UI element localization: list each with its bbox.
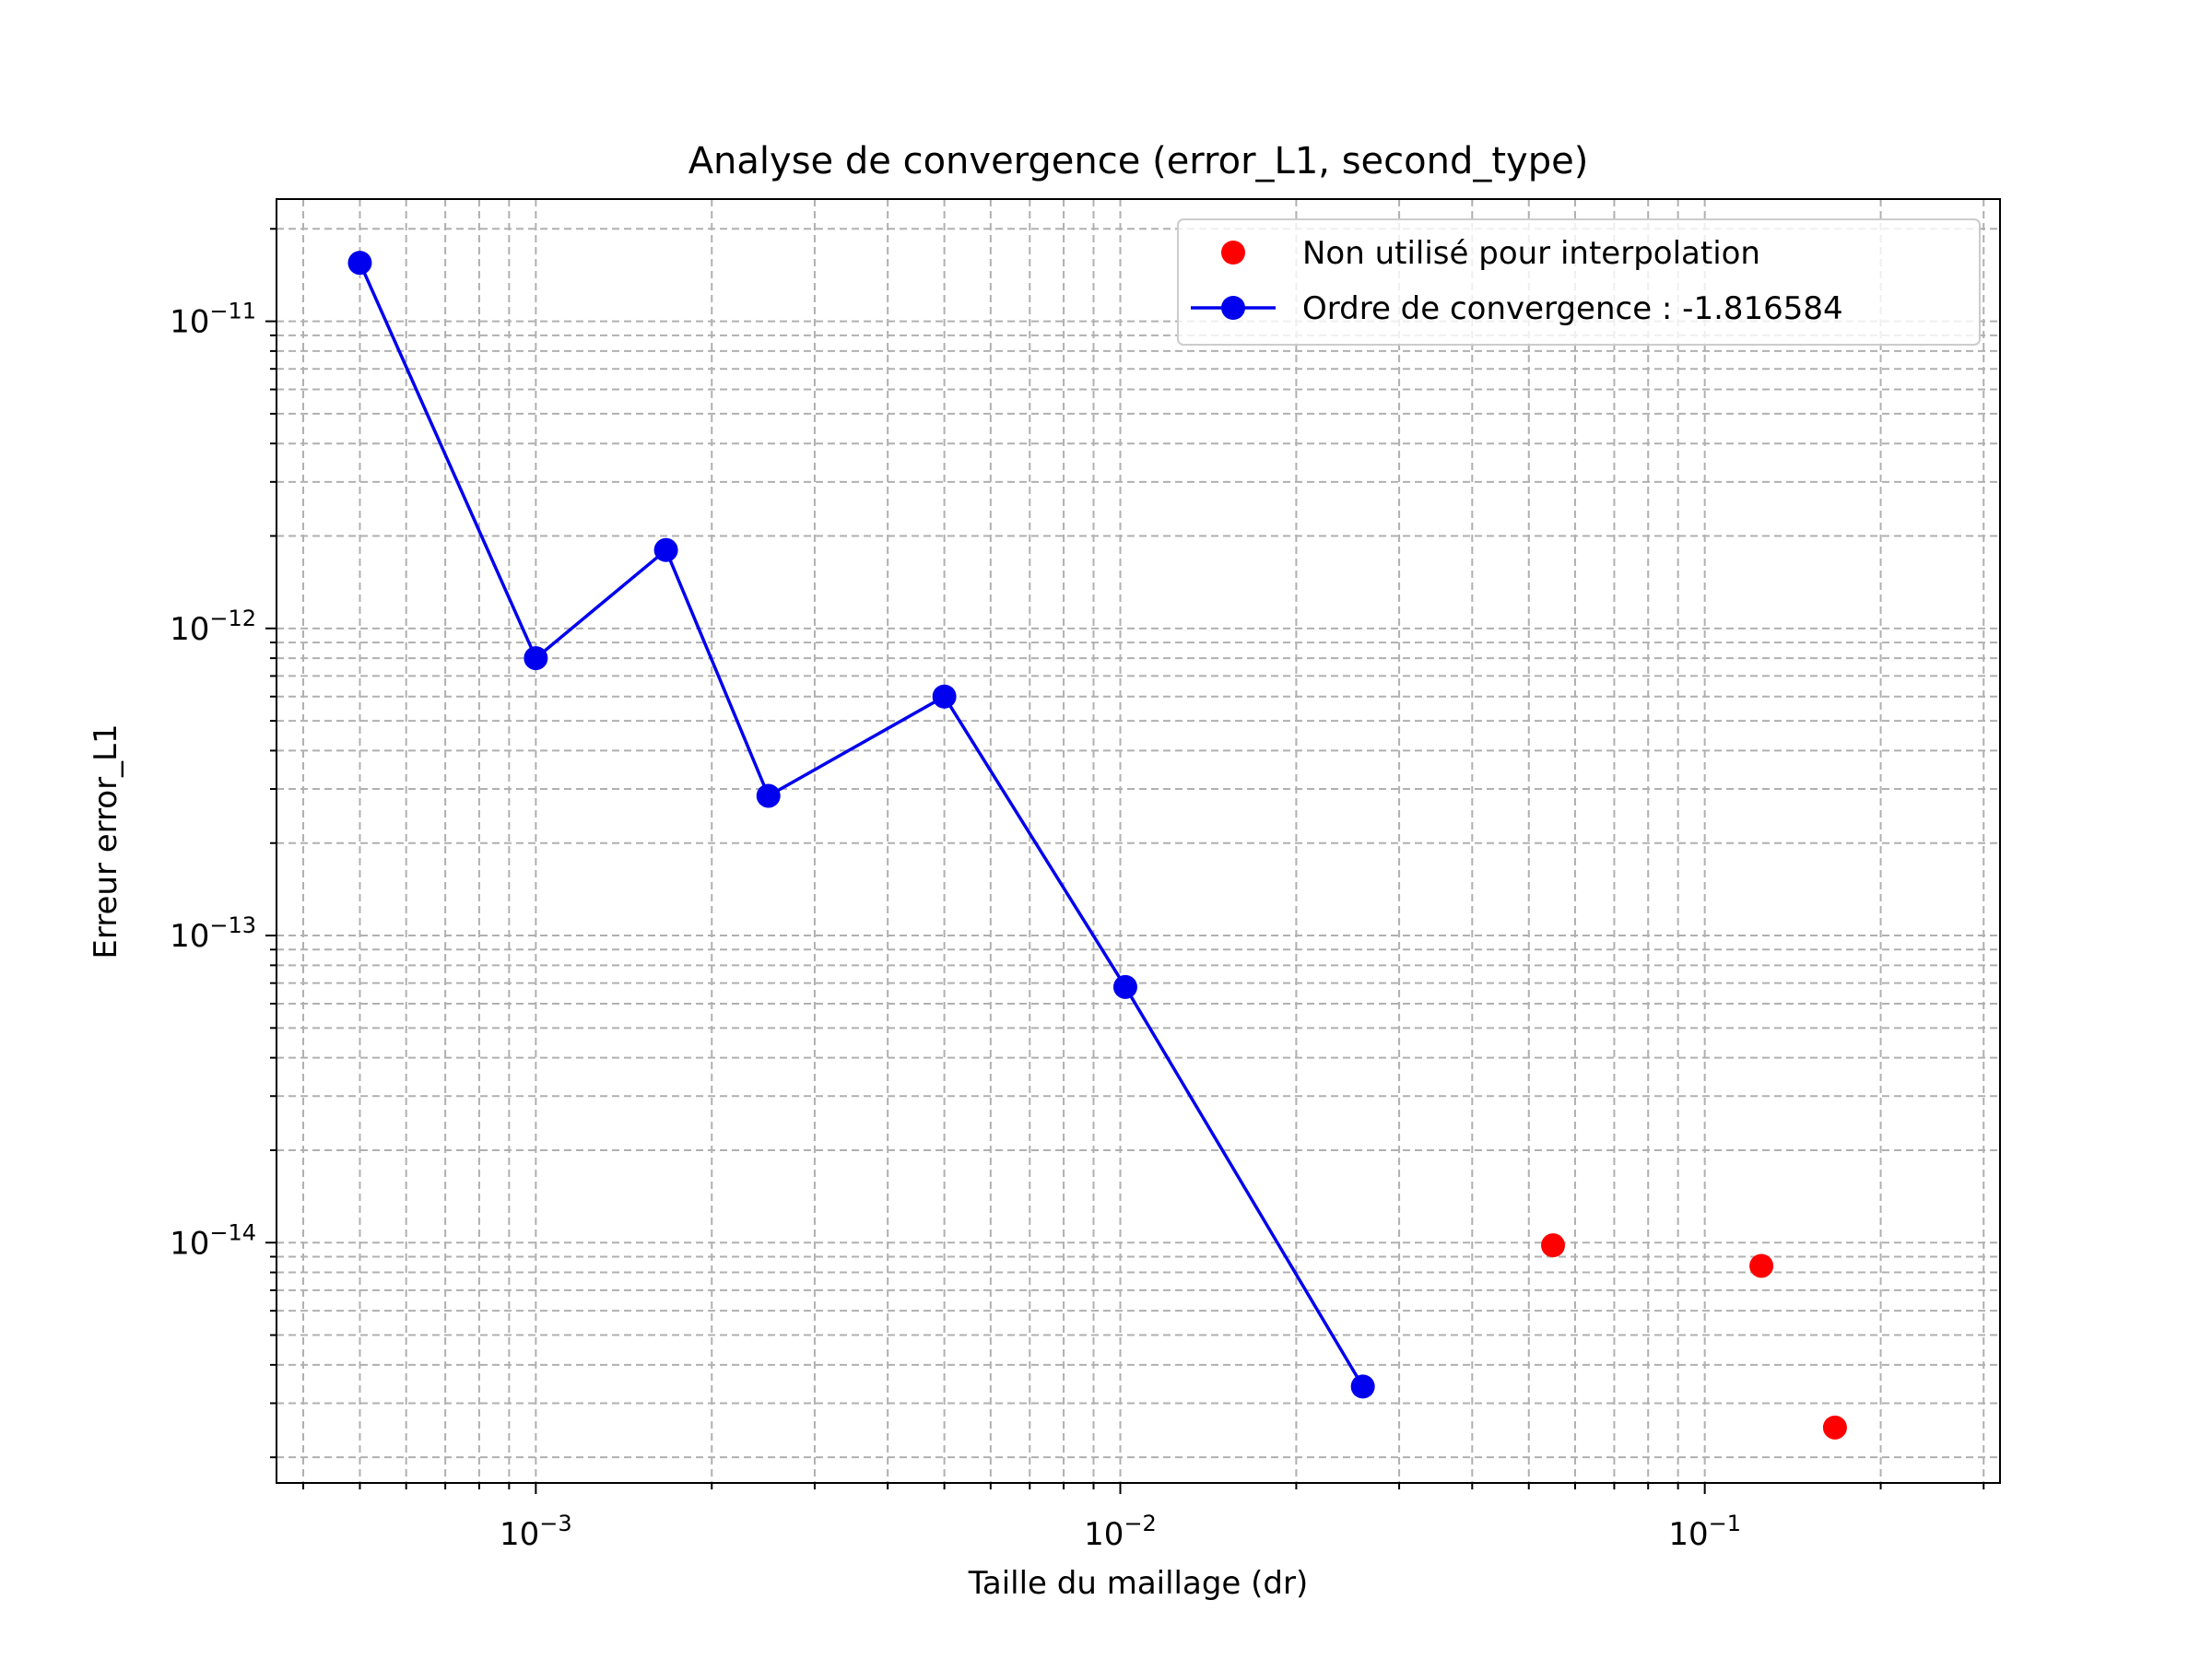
legend-box: [1177, 218, 1981, 346]
plot-frame: [276, 198, 2001, 1484]
legend-label-order: Ordre de convergence : -1.816584: [1302, 290, 1843, 327]
data-series: [347, 251, 1847, 1440]
y-tick-label: 10−11: [170, 299, 256, 341]
y-tick-label: 10−12: [170, 606, 256, 648]
y-axis-label: Erreur error_L1: [88, 724, 124, 959]
major-gridlines: [276, 199, 2000, 1483]
data-point-series-1: [347, 251, 372, 276]
data-point-series-0: [1749, 1253, 1774, 1278]
axis-ticks: 10−3 10−2 10−1 10−11 10−12 10−13 10−14: [170, 228, 1985, 1553]
legend-marker-order: [1221, 296, 1245, 320]
chart-title: Analyse de convergence (error_L1, second…: [688, 140, 1589, 182]
data-point-series-1: [932, 684, 957, 709]
data-point-series-0: [1541, 1233, 1566, 1258]
data-point-series-1: [524, 646, 548, 671]
x-tick-label: 10−3: [500, 1511, 572, 1553]
legend-label-unused: Non utilisé pour interpolation: [1302, 235, 1760, 272]
minor-gridlines: [276, 199, 2000, 1483]
y-tick-label: 10−14: [170, 1219, 256, 1262]
data-point-series-1: [756, 783, 781, 808]
data-point-series-1: [1112, 974, 1137, 999]
legend-marker-unused: [1221, 241, 1245, 265]
data-point-series-1: [653, 537, 678, 562]
data-point-series-0: [1822, 1415, 1847, 1440]
y-tick-label: 10−13: [170, 912, 256, 955]
data-point-series-1: [1350, 1374, 1375, 1399]
x-tick-label: 10−2: [1084, 1511, 1157, 1553]
x-tick-label: 10−1: [1668, 1511, 1741, 1553]
x-axis-label: Taille du maillage (dr): [968, 1565, 1309, 1602]
legend: Non utilisé pour interpolation Ordre de …: [1177, 218, 1981, 346]
